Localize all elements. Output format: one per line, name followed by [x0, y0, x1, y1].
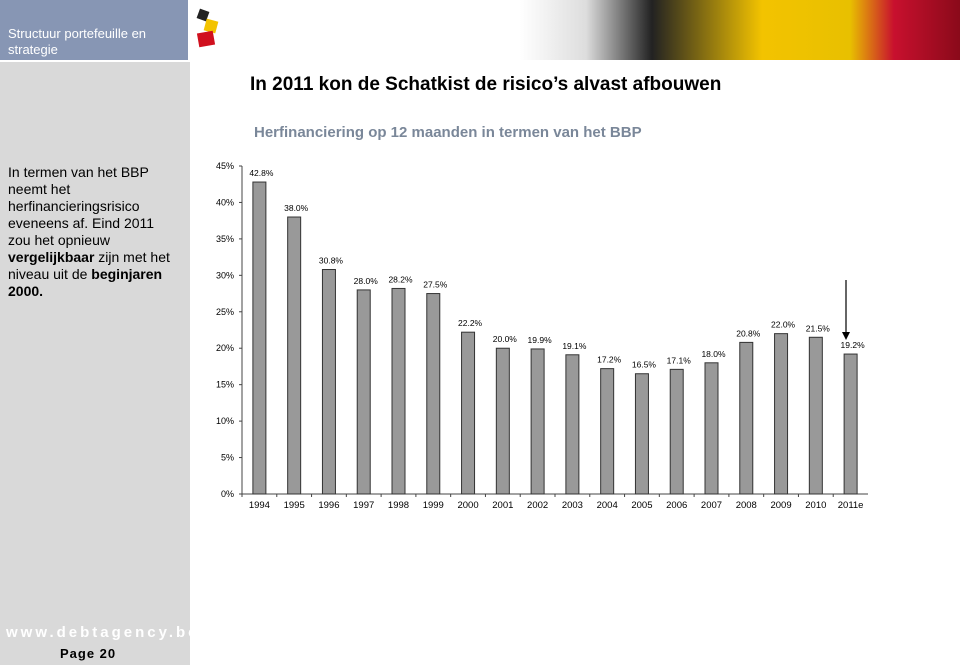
- logo: [196, 8, 219, 48]
- bar: [356, 289, 371, 495]
- value-label: 20.8%: [736, 328, 761, 338]
- x-tick-label: 1999: [423, 500, 444, 511]
- bar: [565, 354, 580, 495]
- text-part: vergelijkbaar: [8, 249, 95, 265]
- section-title: Structuur portefeuille en strategie: [0, 0, 188, 60]
- value-label: 42.8%: [249, 168, 274, 178]
- y-tick-label: 40%: [216, 197, 234, 207]
- text-part: zijn met het niveau uit de: [8, 249, 170, 282]
- x-tick-label: 2000: [457, 500, 478, 511]
- y-tick-label: 10%: [216, 416, 234, 426]
- value-label: 17.2%: [597, 355, 622, 365]
- bar: [252, 181, 267, 495]
- x-tick-label: 2010: [805, 500, 826, 511]
- bar: [461, 331, 476, 495]
- bar: [843, 353, 858, 495]
- y-tick-label: 30%: [216, 270, 234, 280]
- y-tick-label: 5%: [221, 453, 234, 463]
- chart-subtitle: Herfinanciering op 12 maanden in termen …: [254, 124, 642, 141]
- value-label: 20.0%: [493, 334, 518, 344]
- x-tick-label: 2002: [527, 500, 548, 511]
- chart-title: In 2011 kon de Schatkist de risico’s alv…: [250, 74, 721, 95]
- value-label: 17.1%: [667, 355, 692, 365]
- y-tick-label: 25%: [216, 307, 234, 317]
- value-label: 16.5%: [632, 360, 657, 370]
- bar: [634, 373, 649, 495]
- bar: [287, 216, 302, 495]
- sidebar: [0, 62, 192, 665]
- y-tick-label: 45%: [216, 161, 234, 171]
- text-part: In termen van het BBP neemt het herfinan…: [8, 164, 155, 248]
- value-label: 18.0%: [701, 349, 726, 359]
- flag-banner: [520, 0, 960, 60]
- value-label: 22.0%: [771, 320, 796, 330]
- bar: [808, 336, 823, 495]
- bar: [530, 348, 545, 495]
- y-tick-label: 20%: [216, 343, 234, 353]
- text-part: beginjaren 2000.: [8, 266, 163, 299]
- bar: [321, 269, 336, 495]
- bar: [391, 287, 406, 495]
- bar: [704, 362, 719, 495]
- value-label: 19.2%: [841, 340, 866, 350]
- footer-url[interactable]: www.debtagency.be: [6, 624, 200, 641]
- bar: [774, 333, 789, 495]
- page-number: Page 20: [60, 646, 117, 661]
- x-tick-label: 1998: [388, 500, 409, 511]
- x-tick-label: 1997: [353, 500, 374, 511]
- x-tick-label: 2001: [492, 500, 513, 511]
- x-tick-label: 2005: [631, 500, 652, 511]
- sidebar-text: In termen van het BBP neemt het herfinan…: [8, 164, 180, 300]
- value-label: 28.0%: [354, 276, 379, 286]
- y-tick-label: 0%: [221, 489, 234, 499]
- value-label: 38.0%: [284, 203, 309, 213]
- x-tick-label: 2004: [597, 500, 618, 511]
- value-label: 30.8%: [319, 256, 344, 266]
- bar: [495, 347, 510, 495]
- x-tick-label: 1996: [318, 500, 339, 511]
- bar: [669, 368, 684, 495]
- x-tick-label: 2011e: [838, 500, 864, 511]
- x-tick-label: 2003: [562, 500, 583, 511]
- bar: [600, 368, 615, 495]
- value-label: 21.5%: [806, 323, 831, 333]
- x-tick-label: 1995: [284, 500, 305, 511]
- value-label: 27.5%: [423, 280, 448, 290]
- value-label: 28.2%: [388, 274, 413, 284]
- value-label: 19.9%: [528, 335, 553, 345]
- y-tick-label: 35%: [216, 234, 234, 244]
- x-tick-label: 1994: [249, 500, 270, 511]
- x-tick-label: 2008: [736, 500, 757, 511]
- bar: [426, 293, 441, 495]
- x-tick-label: 2006: [666, 500, 687, 511]
- x-tick-label: 2007: [701, 500, 722, 511]
- value-label: 19.1%: [562, 341, 587, 351]
- value-label: 22.2%: [458, 318, 483, 328]
- bar: [739, 341, 754, 495]
- arrow-head: [842, 332, 850, 340]
- x-tick-label: 2009: [770, 500, 791, 511]
- y-tick-label: 15%: [216, 380, 234, 390]
